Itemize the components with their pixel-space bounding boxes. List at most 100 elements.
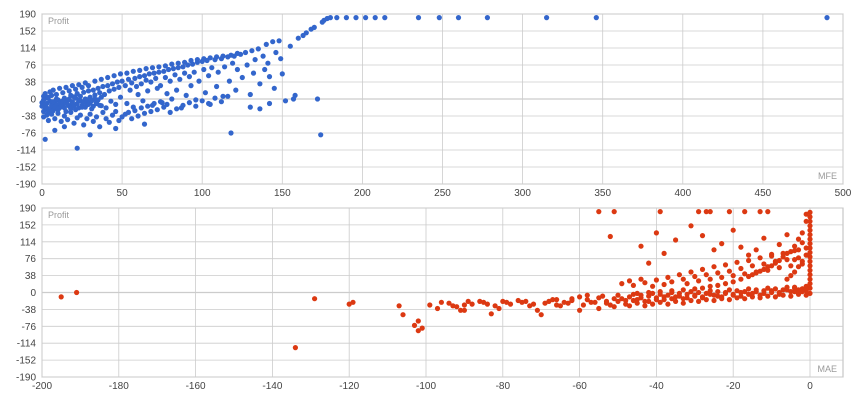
data-point bbox=[742, 209, 748, 215]
data-point bbox=[97, 90, 103, 96]
data-point bbox=[761, 288, 767, 294]
data-point bbox=[703, 272, 709, 278]
data-point bbox=[162, 74, 168, 81]
data-point bbox=[803, 245, 809, 251]
y-tick-label: -190 bbox=[16, 373, 36, 384]
data-point bbox=[215, 69, 221, 75]
data-point bbox=[496, 305, 502, 312]
data-point bbox=[220, 53, 226, 59]
x-tick-label: -140 bbox=[262, 381, 282, 392]
data-point bbox=[140, 98, 146, 104]
data-point bbox=[719, 241, 725, 247]
data-point bbox=[105, 83, 111, 89]
data-point bbox=[141, 110, 148, 116]
y-tick-label: -76 bbox=[22, 322, 37, 333]
x-tick-label: -40 bbox=[649, 381, 664, 392]
x-tick-label: -180 bbox=[109, 381, 129, 392]
data-point bbox=[117, 71, 124, 77]
data-point bbox=[103, 116, 109, 122]
data-point bbox=[600, 293, 606, 299]
data-point bbox=[676, 290, 683, 296]
data-point bbox=[73, 86, 79, 92]
data-point bbox=[415, 318, 421, 324]
x-axis-label: MFE bbox=[818, 171, 837, 181]
data-point bbox=[626, 303, 633, 309]
data-point bbox=[400, 312, 406, 318]
x-tick-label: 300 bbox=[514, 188, 531, 199]
data-point bbox=[726, 209, 733, 215]
data-point bbox=[177, 76, 183, 82]
data-point bbox=[295, 35, 301, 41]
data-point bbox=[207, 55, 213, 61]
data-point bbox=[653, 230, 660, 236]
data-point bbox=[734, 259, 740, 265]
y-tick-label: 152 bbox=[19, 27, 36, 38]
x-tick-label: -120 bbox=[339, 381, 359, 392]
data-point bbox=[124, 70, 130, 76]
data-point bbox=[55, 107, 61, 113]
data-point bbox=[282, 98, 289, 104]
y-tick-label: -190 bbox=[16, 180, 36, 191]
data-point bbox=[807, 276, 813, 282]
data-point bbox=[588, 299, 594, 305]
y-tick-label: 0 bbox=[30, 288, 36, 299]
data-point bbox=[116, 117, 122, 124]
data-point bbox=[90, 118, 96, 124]
data-point bbox=[638, 292, 644, 298]
data-point bbox=[577, 294, 583, 300]
data-point bbox=[84, 116, 90, 122]
data-point bbox=[157, 99, 164, 105]
data-point bbox=[247, 104, 253, 110]
data-point bbox=[265, 60, 271, 66]
data-point bbox=[257, 106, 263, 112]
data-point bbox=[182, 70, 188, 76]
y-tick-label: -38 bbox=[22, 305, 37, 316]
data-point bbox=[688, 223, 694, 229]
data-point bbox=[415, 328, 421, 334]
data-point bbox=[619, 296, 625, 302]
data-point bbox=[765, 264, 771, 270]
data-point bbox=[726, 287, 733, 293]
data-point bbox=[55, 110, 61, 116]
data-point bbox=[726, 268, 733, 274]
data-point bbox=[715, 270, 721, 276]
y-tick-label: -114 bbox=[17, 146, 37, 157]
data-point bbox=[343, 15, 349, 21]
data-point bbox=[784, 232, 790, 238]
data-point bbox=[592, 299, 598, 305]
data-point bbox=[65, 101, 71, 107]
data-point bbox=[784, 284, 790, 290]
data-point bbox=[807, 241, 813, 247]
data-point bbox=[749, 263, 756, 269]
data-point bbox=[795, 247, 802, 253]
data-point bbox=[792, 284, 798, 290]
data-point bbox=[653, 277, 660, 283]
data-point bbox=[100, 83, 106, 90]
data-point bbox=[458, 307, 464, 313]
data-point bbox=[271, 85, 277, 91]
data-point bbox=[757, 255, 763, 261]
data-point bbox=[58, 294, 64, 300]
data-point bbox=[225, 93, 231, 99]
data-point bbox=[172, 72, 178, 78]
data-point bbox=[247, 91, 253, 98]
data-point bbox=[182, 59, 188, 65]
data-point bbox=[214, 54, 220, 60]
data-point bbox=[77, 112, 83, 118]
data-point bbox=[746, 273, 752, 280]
data-point bbox=[63, 84, 69, 90]
data-point bbox=[807, 214, 813, 220]
data-point bbox=[249, 48, 255, 54]
data-point bbox=[749, 290, 756, 296]
data-point bbox=[803, 288, 809, 294]
data-point bbox=[669, 279, 675, 285]
data-point bbox=[93, 114, 100, 120]
data-point bbox=[209, 65, 215, 71]
data-point bbox=[119, 78, 125, 84]
data-point bbox=[807, 227, 813, 233]
data-point bbox=[77, 93, 83, 99]
data-point bbox=[230, 60, 236, 66]
data-point bbox=[68, 109, 74, 115]
y-tick-label: 76 bbox=[25, 61, 37, 72]
data-point bbox=[97, 124, 103, 130]
